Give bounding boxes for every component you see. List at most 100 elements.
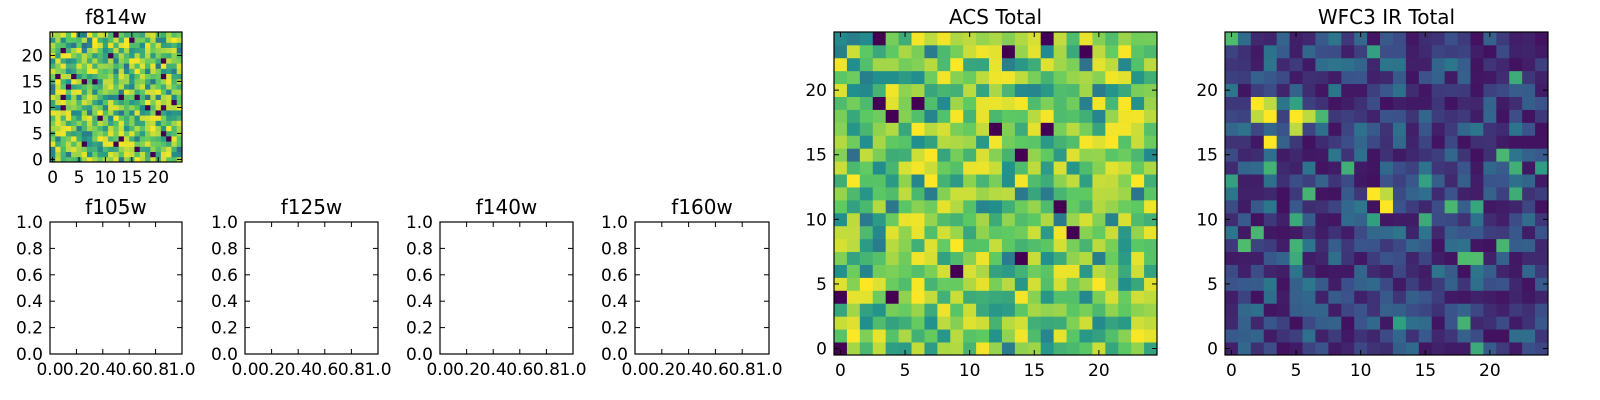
- heatmap-cell: [139, 52, 146, 59]
- y-tick-label: 0.4: [211, 292, 238, 312]
- heatmap-cell: [92, 32, 98, 38]
- heatmap-cell: [1444, 329, 1458, 343]
- heatmap-cell: [1470, 96, 1484, 110]
- heatmap-cell: [1144, 70, 1158, 85]
- heatmap-cell: [145, 136, 151, 142]
- heatmap-cell: [108, 32, 114, 38]
- heatmap-cell: [123, 110, 130, 116]
- heatmap-cell: [102, 130, 109, 137]
- heatmap-cell: [1131, 277, 1145, 291]
- heatmap-cell: [872, 303, 887, 317]
- heatmap-cell: [1522, 316, 1536, 330]
- heatmap-cell: [1405, 277, 1420, 291]
- heatmap-cell: [1263, 32, 1278, 46]
- heatmap-cell: [1131, 161, 1145, 175]
- heatmap-cell: [1496, 238, 1510, 253]
- heatmap-cell: [123, 141, 130, 147]
- heatmap-cell: [86, 58, 93, 64]
- heatmap-cell: [50, 125, 56, 132]
- heatmap-cell: [859, 32, 874, 46]
- heatmap-cell: [1237, 148, 1252, 162]
- heatmap-cell: [1001, 238, 1016, 253]
- heatmap-cell: [1225, 122, 1239, 136]
- heatmap-cell: [134, 156, 141, 163]
- heatmap-cell: [1276, 225, 1290, 240]
- heatmap-cell: [1040, 32, 1055, 46]
- heatmap-cell: [1053, 303, 1067, 317]
- heatmap-cell: [86, 146, 93, 152]
- heatmap-cell: [1289, 238, 1303, 253]
- y-tick-label: 15: [805, 146, 827, 166]
- heatmap-cell: [1341, 251, 1355, 265]
- heatmap-cell: [1380, 70, 1394, 85]
- heatmap-cell: [160, 52, 167, 59]
- heatmap-cell: [989, 316, 1003, 330]
- heatmap-cell: [1092, 96, 1106, 110]
- heatmap-cell: [1066, 290, 1080, 304]
- heatmap-cell: [60, 37, 67, 43]
- heatmap-cell: [171, 78, 178, 85]
- heatmap-cell: [1367, 135, 1381, 149]
- heatmap-cell: [108, 130, 114, 137]
- heatmap-cell: [1144, 122, 1158, 136]
- heatmap-cell: [1380, 83, 1394, 97]
- heatmap-cell: [97, 94, 104, 100]
- heatmap-cell: [1341, 44, 1355, 59]
- heatmap-cell: [1066, 329, 1080, 343]
- heatmap-cell: [1144, 44, 1158, 59]
- heatmap-cell: [160, 42, 167, 48]
- heatmap-cell: [134, 110, 141, 116]
- heatmap-cell: [145, 120, 151, 126]
- heatmap-cell: [1040, 199, 1055, 214]
- heatmap-cell: [1131, 109, 1145, 123]
- heatmap-cell: [1066, 187, 1080, 201]
- heatmap-cell: [118, 94, 125, 100]
- heatmap-cell: [1470, 161, 1484, 175]
- heatmap-cell: [118, 42, 125, 48]
- heatmap-cell: [885, 277, 899, 291]
- panel-f125w: 0.0 0.2 0.4 0.6 0.8 1.00.00.20.40.60.81.0f125…: [211, 195, 392, 380]
- heatmap-cell: [1118, 148, 1132, 162]
- heatmap-cell: [834, 303, 848, 317]
- heatmap-cell: [1496, 277, 1510, 291]
- heatmap-cell: [1431, 122, 1446, 136]
- heatmap-cell: [1105, 174, 1119, 188]
- heatmap-cell: [1341, 303, 1355, 317]
- heatmap-cell: [859, 187, 874, 201]
- heatmap-cell: [160, 47, 167, 54]
- x-tick-label: 0.6: [116, 360, 143, 380]
- heatmap-cell: [1483, 44, 1497, 59]
- heatmap-cell: [145, 73, 151, 80]
- heatmap-cell: [1535, 122, 1549, 136]
- heatmap-cell: [1092, 161, 1106, 175]
- heatmap-cell: [1380, 290, 1394, 304]
- heatmap-cell: [834, 225, 848, 240]
- heatmap-cell: [55, 32, 61, 38]
- heatmap-cell: [150, 104, 156, 111]
- heatmap-cell: [950, 148, 964, 162]
- heatmap-cell: [1066, 342, 1080, 356]
- heatmap-cell: [123, 120, 130, 126]
- heatmap-cell: [1092, 342, 1106, 356]
- heatmap-cell: [1079, 199, 1093, 214]
- heatmap-cell: [885, 342, 899, 356]
- heatmap-cell: [118, 78, 125, 85]
- heatmap-cell: [1354, 316, 1368, 330]
- heatmap-cell: [55, 146, 61, 152]
- heatmap-cell: [1302, 199, 1316, 214]
- heatmap-cell: [1302, 316, 1316, 330]
- heatmap-cell: [1354, 57, 1368, 72]
- heatmap-cell: [97, 84, 104, 90]
- heatmap-cell: [911, 83, 925, 97]
- heatmap-cell: [1053, 212, 1067, 227]
- heatmap-cell: [1341, 342, 1355, 356]
- heatmap-cell: [81, 99, 88, 106]
- heatmap-cell: [1144, 57, 1158, 72]
- heatmap-cell: [1144, 277, 1158, 291]
- heatmap-cell: [1105, 187, 1119, 201]
- x-tick-label: 0: [1226, 361, 1237, 381]
- heatmap-cell: [1341, 148, 1355, 162]
- heatmap-cell: [139, 58, 146, 64]
- heatmap-cell: [118, 115, 125, 121]
